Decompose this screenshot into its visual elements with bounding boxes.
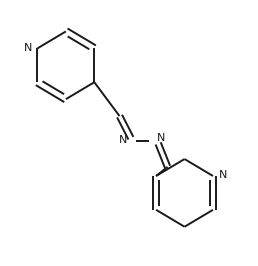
Text: N: N xyxy=(119,135,127,144)
Text: N: N xyxy=(219,170,227,180)
Text: N: N xyxy=(24,43,32,53)
Text: N: N xyxy=(157,133,165,143)
